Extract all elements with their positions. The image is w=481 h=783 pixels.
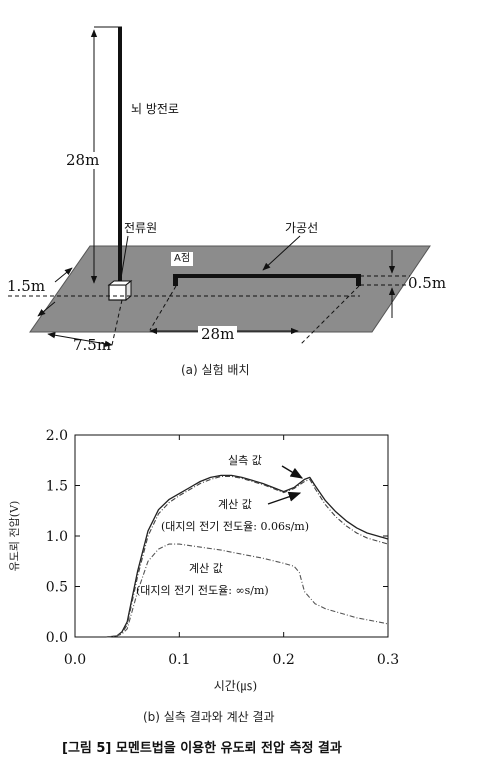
x-axis-label: 시간(㎲): [214, 679, 257, 693]
wire-label: 가공선: [285, 221, 319, 235]
height-label: 28m: [66, 151, 100, 169]
annotation-calc-inf: 계산 값: [189, 562, 223, 575]
setup-diagram: [8, 26, 431, 347]
annotation-calc-inf-cond: (대지의 전기 전도율: ∞s/m): [136, 584, 269, 597]
current-source: [108, 284, 127, 301]
wire-height-label: 0.5m: [408, 274, 447, 292]
depth-label: 7.5m: [73, 336, 112, 354]
wire-length-label: 28m: [198, 326, 238, 343]
voltage-chart: 0.0 0.1 0.2 0.3 0.0 0.5 1.0 1.5 2.0 시간(㎲) 유도뢰 전압(V…: [8, 428, 399, 693]
chart-caption: (b) 실측 결과와 계산 결과: [143, 710, 275, 724]
series-calc-006: [106, 475, 389, 638]
annotation-measured-arrow: [281, 465, 304, 479]
depth-dimension: [47, 332, 113, 347]
annotation-measured: 실측 값: [228, 454, 262, 467]
x-tick-label: 0.1: [168, 652, 190, 668]
y-tick-label: 0.0: [46, 630, 68, 646]
y-tick-label: 1.5: [46, 479, 68, 495]
annotation-calc-006-cond: (대지의 전기 전도율: 0.06s/m): [161, 520, 309, 533]
x-tick-label: 0.2: [273, 652, 295, 668]
point-a-label: A점: [171, 252, 194, 266]
series-calc-inf: [106, 543, 389, 638]
offset-label: 1.5m: [7, 277, 46, 295]
figure-title: [그림 5] 모멘트법을 이용한 유도뢰 전압 측정 결과: [62, 741, 342, 756]
y-tick-label: 1.0: [46, 529, 68, 545]
setup-caption: (a) 실험 배치: [181, 363, 250, 377]
x-tick-label: 0.0: [64, 652, 86, 668]
stroke-label: 뇌 방전로: [131, 102, 179, 116]
source-label: 전류원: [124, 221, 158, 235]
y-tick-label: 2.0: [46, 428, 68, 444]
annotation-calc-006-arrow: [267, 491, 302, 505]
y-axis-label: 유도뢰 전압(V): [8, 501, 21, 572]
annotation-calc-006: 계산 값: [218, 498, 252, 511]
series-measured: [106, 474, 389, 638]
x-tick-label: 0.3: [377, 652, 399, 668]
y-tick-label: 0.5: [46, 580, 68, 596]
ground-plane: [29, 245, 431, 333]
